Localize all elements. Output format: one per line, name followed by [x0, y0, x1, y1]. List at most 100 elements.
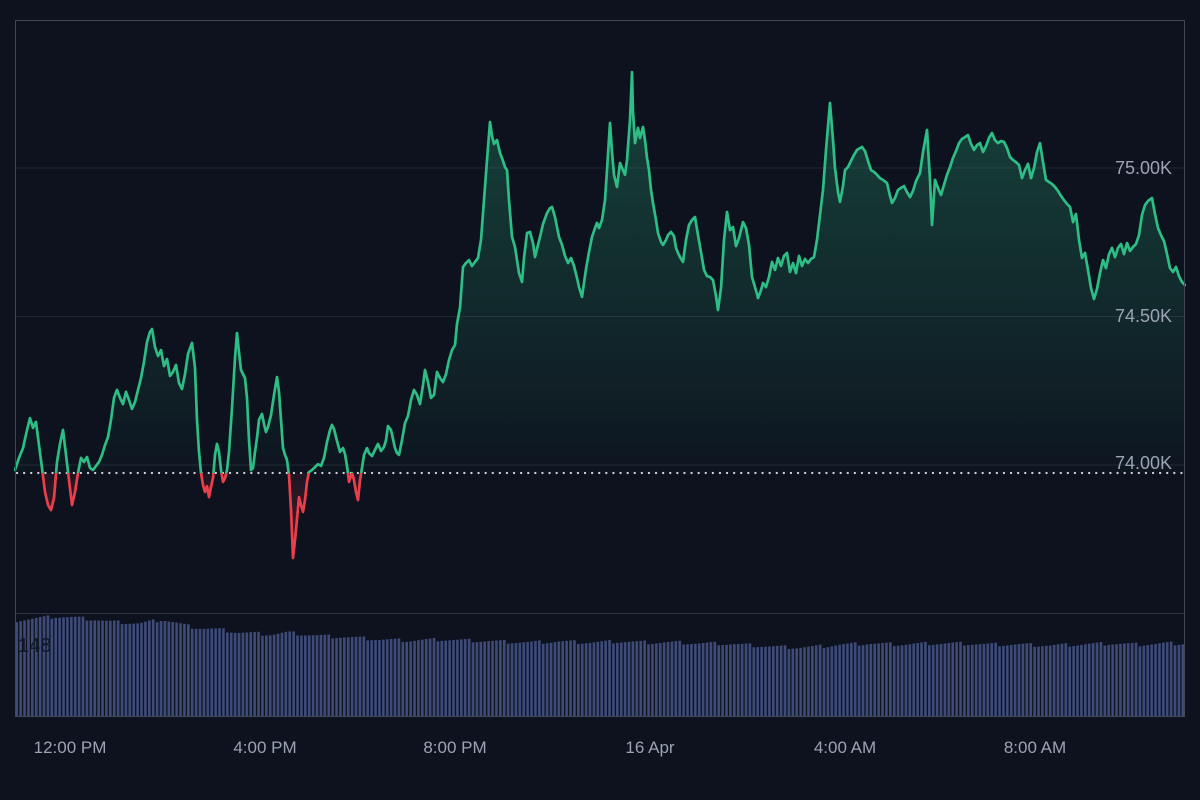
volume-bar — [467, 638, 471, 717]
volume-bar — [382, 639, 385, 717]
volume-bar — [374, 640, 377, 717]
volume-bar — [1173, 645, 1177, 717]
volume-bar — [783, 645, 787, 717]
volume-bar — [105, 620, 108, 717]
x-tick-16apr: 16 Apr — [625, 738, 675, 757]
volume-bar — [460, 639, 463, 717]
volume-bar — [27, 619, 30, 717]
volume-bar — [916, 643, 919, 717]
volume-bar — [947, 643, 951, 717]
volume-bar — [1126, 643, 1130, 717]
volume-bar — [237, 632, 241, 717]
volume-bar — [77, 616, 81, 717]
volume-bar — [807, 646, 810, 717]
volume-bar — [343, 637, 346, 717]
volume-bar — [1123, 643, 1126, 717]
volume-bar — [705, 642, 709, 717]
volume-bar — [1052, 644, 1056, 717]
volume-bar — [822, 647, 826, 717]
volume-bar — [690, 644, 693, 717]
volume-bar — [1095, 642, 1099, 717]
volume-bar — [904, 644, 908, 717]
volume-bar — [1087, 643, 1091, 717]
volume-bar — [331, 638, 334, 717]
volume-bar — [292, 631, 295, 717]
volume-bar — [1021, 643, 1025, 717]
volume-bar — [1177, 644, 1181, 717]
volume-bar — [58, 617, 61, 717]
volume-bar — [522, 642, 526, 717]
volume-bar — [1138, 646, 1142, 717]
volume-bar — [397, 638, 401, 717]
x-tick-8pm: 8:00 PM — [423, 738, 487, 757]
volume-bar — [842, 644, 845, 717]
volume-axis-label: 148 — [18, 635, 52, 657]
volume-bar — [136, 623, 139, 717]
volume-bar — [826, 647, 830, 717]
volume-bar — [951, 642, 955, 717]
volume-bar — [81, 616, 85, 717]
volume-bar — [366, 640, 370, 717]
volume-bar — [34, 617, 38, 717]
volume-bar — [300, 635, 303, 717]
volume-bar — [245, 632, 249, 717]
volume-bar — [553, 642, 557, 717]
volume-bar — [1119, 643, 1122, 717]
volume-bar — [241, 632, 245, 717]
volume-bar — [1150, 644, 1153, 717]
volume-bar — [608, 640, 611, 717]
y-tick-74-5k: 74.50K — [1114, 306, 1172, 326]
volume-bar — [1134, 642, 1138, 717]
volume-bar — [584, 643, 588, 717]
volume-bar — [549, 642, 553, 717]
volume-bar — [444, 640, 448, 717]
volume-bar — [499, 640, 502, 717]
volume-bar — [561, 641, 565, 717]
volume-bar — [748, 643, 752, 717]
volume-bar — [358, 636, 362, 717]
volume-bar — [1013, 644, 1017, 717]
volume-bar — [1115, 644, 1118, 717]
volume-bar — [448, 640, 451, 717]
volume-bar — [998, 646, 1001, 717]
volume-bar — [38, 617, 42, 717]
price-area-fills — [15, 72, 1185, 558]
volume-bar — [990, 643, 994, 717]
volume-bar — [226, 632, 229, 717]
volume-bar — [159, 621, 163, 717]
volume-bar — [612, 643, 615, 717]
volume-bar — [424, 639, 428, 717]
volume-bar — [417, 640, 420, 717]
volume-bar — [1072, 646, 1075, 717]
volume-bar — [538, 640, 541, 717]
volume-bar — [534, 640, 537, 717]
volume-bar — [830, 646, 834, 717]
volume-bar — [978, 644, 982, 717]
volume-bar — [740, 643, 744, 717]
volume-bar — [475, 642, 479, 717]
volume-bar — [982, 643, 986, 717]
volume-bar — [218, 628, 221, 717]
x-tick-4am: 4:00 AM — [813, 738, 877, 757]
volume-bar — [495, 640, 498, 717]
volume-bar — [935, 644, 939, 717]
volume-bar — [853, 642, 857, 717]
volume-bar — [210, 628, 214, 717]
volume-bar — [128, 623, 132, 717]
volume-bar — [619, 642, 623, 717]
volume-bar — [834, 645, 838, 717]
volume-bar — [1154, 643, 1157, 717]
volume-bar — [89, 620, 93, 717]
volume-bar — [436, 641, 440, 717]
volume-bar — [413, 640, 416, 717]
volume-bar — [752, 647, 756, 717]
volume-bar — [721, 645, 724, 717]
volume-bar — [994, 642, 997, 717]
volume-bar — [924, 641, 927, 717]
volume-bar — [682, 644, 685, 717]
volume-bar — [421, 639, 424, 717]
volume-bar — [775, 645, 779, 717]
volume-bar — [1165, 642, 1169, 717]
volume-bar — [307, 635, 311, 717]
